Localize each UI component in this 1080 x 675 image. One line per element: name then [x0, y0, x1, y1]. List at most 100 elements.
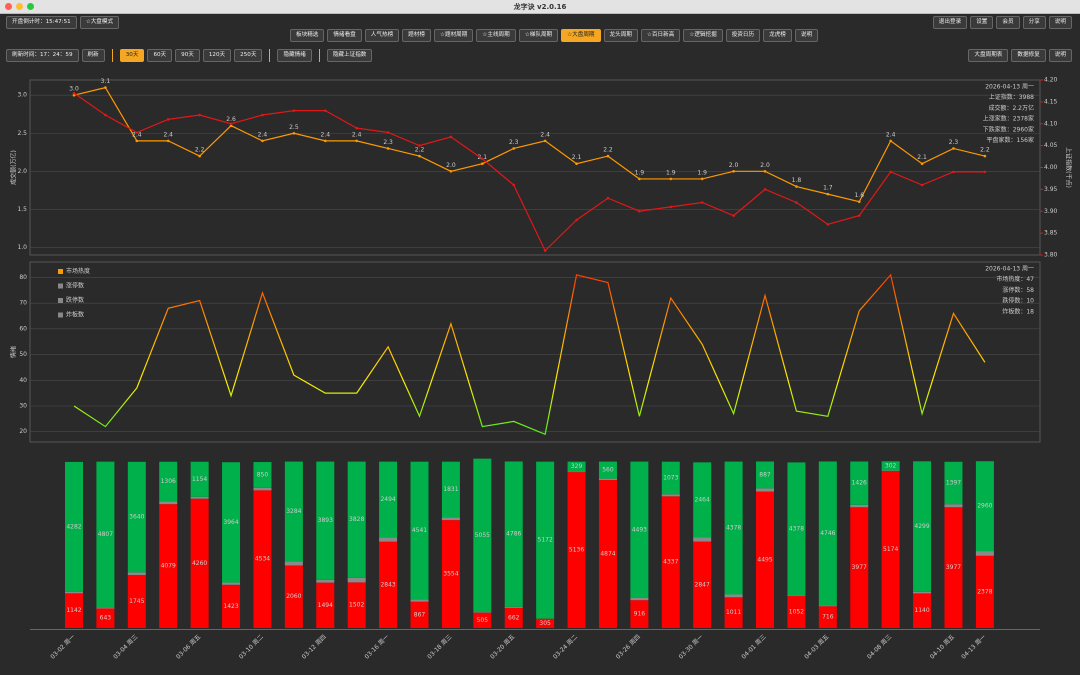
data-label: 4493 [632, 526, 647, 533]
data-label: 2.4 [163, 131, 173, 138]
data-label: 4378 [726, 525, 741, 532]
data-label: 2.0 [760, 162, 770, 169]
button[interactable]: ☆百日新高 [640, 29, 681, 42]
point [449, 170, 453, 173]
point [889, 139, 892, 143]
point [857, 214, 861, 217]
x-tick-label: 04-10 周五 [929, 634, 956, 661]
bar-segment [975, 461, 994, 552]
button[interactable]: 人气热榜 [364, 29, 400, 42]
button[interactable]: ☆题材周期 [433, 29, 474, 42]
data-label: 2.0 [446, 162, 456, 169]
legend-swatch [58, 283, 63, 289]
button[interactable]: 250天 [234, 49, 263, 62]
button[interactable]: 120天 [202, 49, 232, 62]
button[interactable]: 刷新时间：17：24：59 [6, 49, 79, 62]
close-button[interactable] [5, 3, 12, 10]
point [952, 147, 955, 150]
bar-segment [724, 597, 743, 628]
button[interactable]: ☆大盘周期 [561, 29, 601, 42]
point [669, 205, 673, 209]
line [73, 273, 986, 436]
point [323, 109, 327, 112]
button[interactable]: 龙虎榜 [763, 29, 792, 42]
x-tick-label: 04-03 周五 [803, 634, 830, 661]
x-tick-label: 04-01 周三 [740, 634, 767, 661]
data-label: 2.4 [540, 131, 550, 138]
bar-segment [159, 501, 178, 505]
point [606, 154, 610, 158]
bar-segment [787, 595, 806, 597]
data-label: 3554 [443, 571, 458, 578]
button[interactable]: ☆梯队周期 [518, 29, 559, 42]
bar-segment [661, 496, 680, 628]
data-label: 4495 [757, 556, 772, 563]
data-label: 3893 [318, 517, 333, 524]
button[interactable]: 说明 [1048, 16, 1072, 29]
toolbar-left: 开盘倒计时：15:47:51 ☆大盘模式 [6, 16, 120, 29]
button[interactable]: 30天 [119, 49, 145, 62]
bar-segment [316, 579, 335, 583]
data-label: 1.6 [854, 192, 864, 199]
point [481, 157, 484, 161]
data-label: 1423 [223, 603, 238, 610]
data-label: 3977 [852, 564, 867, 571]
bar-segment [473, 458, 492, 613]
bar-segment [724, 594, 743, 598]
button[interactable]: 大盘周期表 [968, 49, 1009, 62]
data-label: 1426 [852, 480, 867, 487]
button[interactable]: 退出登录 [932, 16, 968, 29]
button[interactable]: 开盘倒计时：15:47:51 [6, 16, 77, 29]
bar-segment [850, 461, 869, 505]
bar-segment [818, 461, 837, 606]
button[interactable]: 分享 [1022, 16, 1046, 29]
minimize-button[interactable] [16, 3, 23, 10]
button[interactable]: 90天 [175, 49, 200, 62]
button[interactable]: 说明 [794, 29, 819, 42]
button[interactable]: ☆主线周期 [476, 29, 516, 42]
button[interactable]: 隐藏上证指数 [326, 49, 373, 62]
data-label: 1011 [726, 609, 741, 616]
button[interactable]: ☆逻辑挖掘 [683, 29, 723, 42]
data-label: 4807 [98, 531, 113, 538]
bar-segment [190, 496, 209, 499]
bar-segment [504, 461, 523, 607]
bar-segment [536, 461, 555, 619]
point [323, 139, 327, 143]
bar-segment [881, 461, 900, 471]
button[interactable]: 设置 [970, 16, 994, 29]
data-label: 850 [257, 471, 269, 478]
button[interactable]: 数据修复 [1011, 49, 1046, 62]
bar-segment [379, 461, 398, 538]
button[interactable]: 板块精选 [290, 29, 325, 42]
button[interactable]: ☆大盘模式 [79, 16, 120, 29]
button[interactable]: 投资日历 [725, 29, 761, 42]
y2-tick-label: 3.80 [1044, 252, 1058, 259]
data-label: 2.1 [572, 154, 582, 161]
line [73, 92, 985, 252]
data-label: 3828 [349, 516, 364, 523]
bar-segment [504, 607, 523, 628]
point [638, 177, 641, 181]
button[interactable]: 情绪看盘 [327, 29, 362, 42]
data-label: 305 [539, 620, 551, 627]
data-label: 4282 [66, 523, 81, 530]
point [795, 185, 798, 188]
zoom-button[interactable] [27, 3, 34, 10]
data-label: 1494 [318, 602, 333, 609]
bar-segment [630, 600, 649, 628]
button[interactable]: 题材榜 [402, 29, 431, 42]
button[interactable]: 龙头周期 [603, 29, 638, 42]
data-label: 1.8 [792, 177, 802, 184]
y-tick-label: 80 [19, 274, 27, 281]
point [983, 154, 987, 158]
button[interactable]: 隐藏情绪 [277, 49, 312, 62]
button[interactable]: 会员 [996, 16, 1020, 29]
button[interactable]: 说明 [1048, 49, 1072, 62]
x-tick-label: 03-26 周四 [615, 634, 642, 661]
button[interactable]: 60天 [147, 49, 173, 62]
bar-segment [661, 494, 680, 497]
button[interactable]: 刷新 [81, 49, 105, 62]
x-tick-label: 03-18 周三 [426, 634, 453, 661]
bar-segment [441, 461, 460, 518]
